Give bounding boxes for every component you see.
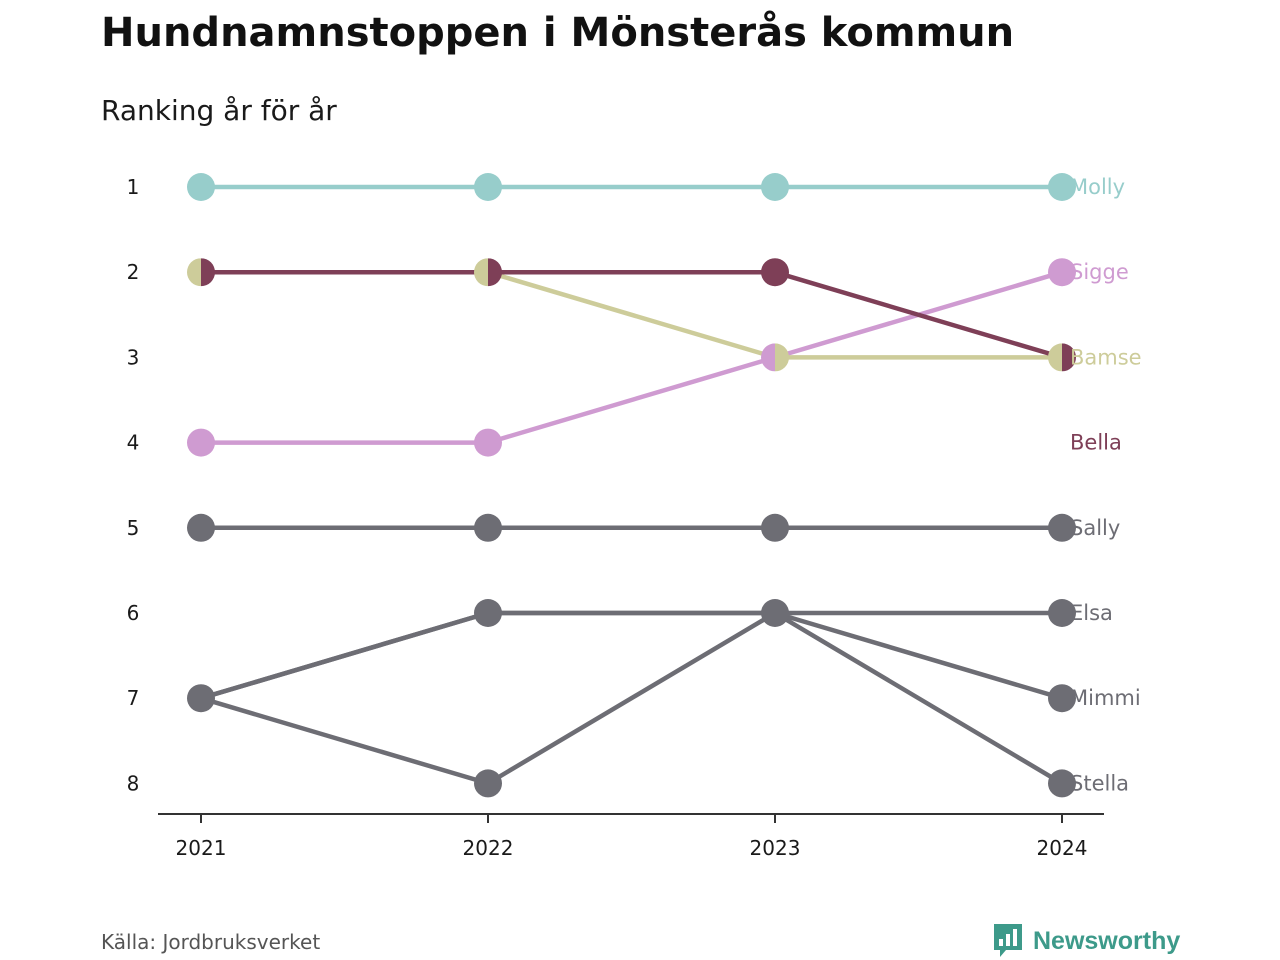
source-note: Källa: Jordbruksverket [101, 930, 321, 954]
end-label-molly: Molly [1070, 175, 1125, 199]
year-tick-label: 2022 [463, 836, 514, 860]
data-point-elsa [1048, 599, 1076, 627]
data-point-mimmi [1048, 684, 1076, 713]
data-point-mimmi [474, 769, 502, 798]
rank-tick-label: 6 [127, 601, 140, 625]
data-point-sigge [187, 428, 215, 457]
data-point-molly [474, 173, 502, 201]
data-point-sally [187, 513, 215, 542]
data-point-elsa-stella [474, 599, 502, 627]
data-point-molly [761, 173, 789, 201]
end-label-stella: Stella [1070, 771, 1129, 795]
data-point-molly [187, 173, 215, 201]
series-points [187, 173, 1076, 798]
chart-title: Hundnamnstoppen i Mönsterås kommun [101, 10, 1015, 56]
rank-tick-label: 5 [127, 516, 140, 540]
year-tick-label: 2024 [1037, 836, 1088, 860]
series-line-elsa [198, 610, 1065, 701]
year-tick-label: 2021 [176, 836, 227, 860]
data-point-bamse-bella-part [201, 258, 215, 287]
end-label-sally: Sally [1070, 516, 1120, 540]
y-axis-ticks: 1 2 3 4 5 6 7 8 [127, 175, 140, 795]
x-axis-ticks: 2021 2022 2023 2024 [176, 814, 1088, 860]
rank-tick-label: 7 [127, 686, 140, 710]
data-point-bamse-bella-part [187, 258, 201, 287]
brand-name: Newsworthy [1033, 926, 1181, 955]
end-label-mimmi: Mimmi [1070, 686, 1141, 710]
data-point-bamse-bella-part [488, 258, 502, 287]
data-point-molly [1048, 173, 1076, 201]
data-point-sigge-bamse-part [775, 343, 789, 372]
series-line-stella [198, 610, 1065, 786]
data-point-elsa-mimmi-stella [761, 599, 789, 627]
end-label-bamse: Bamse [1070, 345, 1142, 369]
data-point-sally [1048, 513, 1076, 542]
data-point-stella [1048, 769, 1076, 798]
data-point-bella [761, 258, 789, 287]
end-label-bella: Bella [1070, 431, 1122, 455]
rank-tick-label: 3 [127, 345, 140, 369]
rank-tick-label: 4 [127, 431, 140, 455]
rank-tick-label: 2 [127, 260, 140, 284]
data-point-sigge [1048, 258, 1076, 287]
data-point-bamse-bella-part [1062, 343, 1076, 372]
end-label-sigge: Sigge [1070, 260, 1129, 284]
rank-tick-label: 1 [127, 175, 140, 199]
chart-subtitle: Ranking år för år [101, 94, 337, 127]
newsworthy-brand: Newsworthy [992, 922, 1180, 960]
data-point-elsa-mimmi-stella [187, 684, 215, 713]
data-point-sigge [474, 428, 502, 457]
series-line-bella [198, 269, 1065, 360]
data-point-bamse-bella-part [474, 258, 488, 287]
series-lines [198, 184, 1065, 786]
rank-tick-label: 8 [127, 771, 140, 795]
data-point-bamse-bella-part [1048, 343, 1062, 372]
data-point-sally [474, 513, 502, 542]
data-point-sigge-bamse-part [761, 343, 775, 372]
series-line-mimmi [198, 610, 1065, 786]
newsworthy-logo-icon [994, 924, 1022, 957]
year-tick-label: 2023 [750, 836, 801, 860]
series-end-labels: Molly Sigge Bamse Bella Sally Elsa Mimmi Stella [1070, 175, 1142, 795]
end-label-elsa: Elsa [1070, 601, 1113, 625]
series-line-bamse [198, 269, 1065, 360]
data-point-sally [761, 513, 789, 542]
